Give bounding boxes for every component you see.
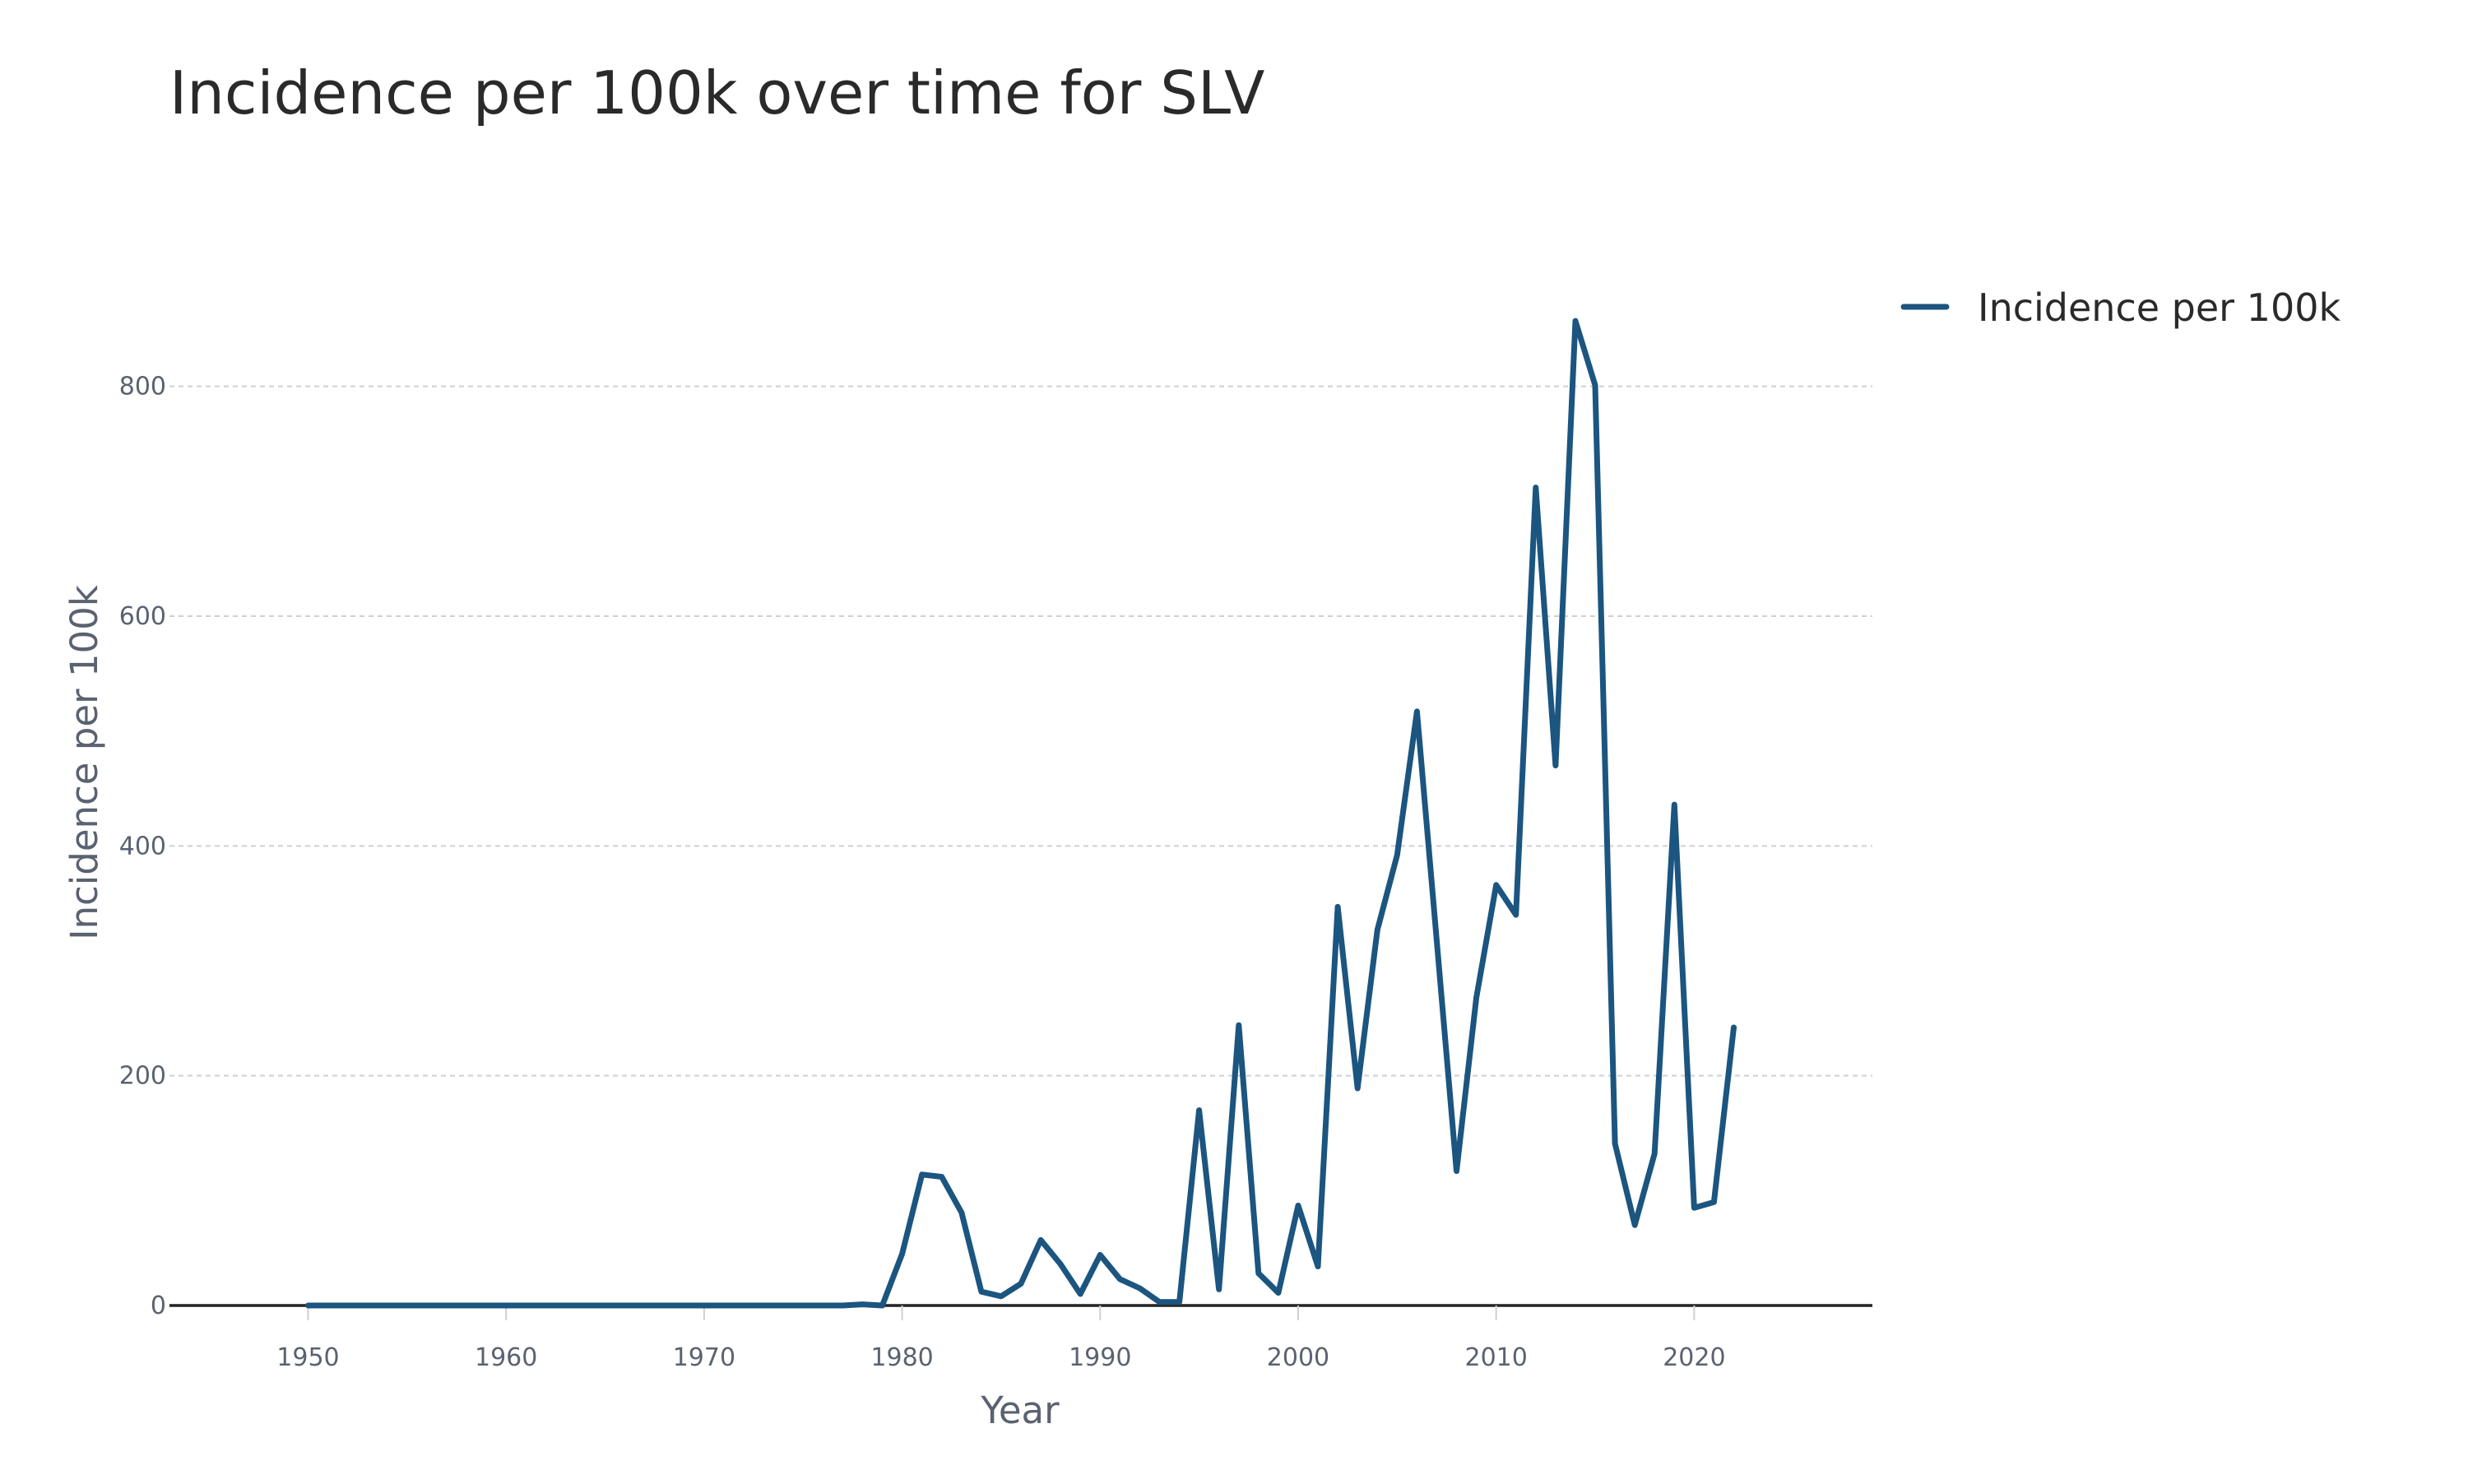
legend[interactable]: Incidence per 100k	[1900, 285, 2340, 330]
x-tick-label: 2000	[1267, 1343, 1329, 1372]
x-tick-label: 2020	[1663, 1343, 1725, 1372]
series-line	[305, 318, 1737, 1309]
y-axis-ticks: 0 200 400 600 800	[119, 373, 166, 1320]
x-tick-label: 1980	[870, 1343, 933, 1372]
x-tick-label: 1950	[276, 1343, 339, 1372]
y-tick-label: 600	[119, 602, 166, 631]
x-tick-label: 1970	[673, 1343, 735, 1372]
chart-title: Incidence per 100k over time for SLV	[169, 58, 1264, 128]
x-tick-label: 2010	[1464, 1343, 1527, 1372]
x-tick-label: 1960	[475, 1343, 537, 1372]
x-tick-label: 1990	[1069, 1343, 1131, 1372]
legend-label: Incidence per 100k	[1978, 285, 2340, 330]
plot-area	[305, 318, 1737, 1309]
y-tick-label: 0	[151, 1292, 166, 1320]
x-axis-ticks: 1950 1960 1970 1980 1990 2000 2010 2020	[276, 1305, 1726, 1372]
y-tick-label: 400	[119, 832, 166, 860]
y-tick-label: 200	[119, 1062, 166, 1091]
x-axis-title: Year	[980, 1389, 1060, 1432]
y-axis-title: Incidence per 100k	[63, 585, 106, 940]
gridlines	[169, 385, 1872, 1307]
y-tick-label: 800	[119, 373, 166, 401]
